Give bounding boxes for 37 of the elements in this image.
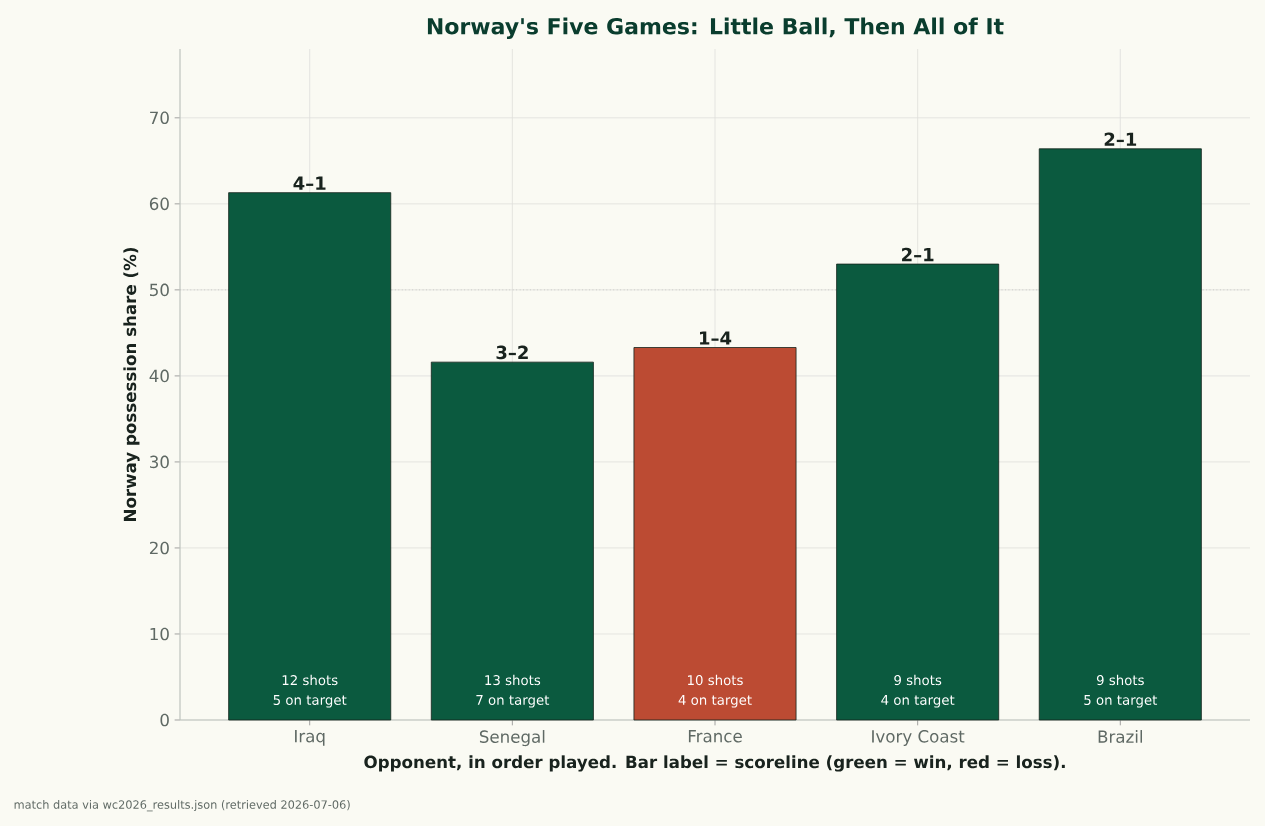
annotation: 7 on target (476, 695, 550, 708)
data-label: 1–4 (700, 331, 732, 345)
x-tick-label: Senegal (479, 730, 545, 747)
chart-title: Norway's Five Games: Little Ball, Then All of It (427, 17, 1004, 39)
y-tick-label: 60 (149, 197, 169, 211)
annotation: 12 shots (282, 674, 338, 686)
y-tick-label: 10 (150, 627, 169, 641)
x-tick-label: France (688, 730, 742, 743)
y-tick-label: 70 (150, 111, 169, 125)
data-label: 2–1 (902, 247, 934, 262)
annotation: 4 on target (678, 695, 752, 708)
y-tick-label: 40 (149, 369, 169, 383)
data-label: 3–2 (496, 345, 528, 360)
bar (430, 361, 594, 721)
y-tick-label: 20 (149, 541, 169, 555)
data-label: 2–1 (1104, 132, 1137, 146)
x-tick-label: Iraq (295, 730, 325, 746)
bar (633, 347, 797, 721)
annotation: 5 on target (1084, 695, 1158, 708)
annotation: 9 shots (1096, 674, 1144, 686)
x-tick-label: Brazil (1098, 730, 1143, 743)
annotation: 4 on target (881, 695, 955, 708)
y-tick-label: 30 (150, 455, 169, 469)
text: match data via wc2026_results.json (retrieved 2026-07-06) (14, 800, 350, 812)
y-tick-label: 0 (160, 713, 169, 727)
annotation: 9 shots (894, 674, 942, 686)
bar (228, 192, 392, 721)
bar (1038, 148, 1202, 721)
bar (836, 263, 1000, 721)
y-axis-title: Norway possession share (%) (123, 248, 140, 521)
annotation: 13 shots (485, 674, 541, 686)
annotation: 10 shots (688, 674, 743, 686)
y-tick-label: 50 (150, 283, 169, 297)
data-label: 4–1 (293, 176, 326, 190)
x-tick-label: Ivory Coast (872, 730, 965, 746)
annotation: 5 on target (273, 695, 347, 708)
x-axis-title: Opponent, in order played. Bar label = scoreline (green = win, red = loss). (364, 755, 1065, 772)
